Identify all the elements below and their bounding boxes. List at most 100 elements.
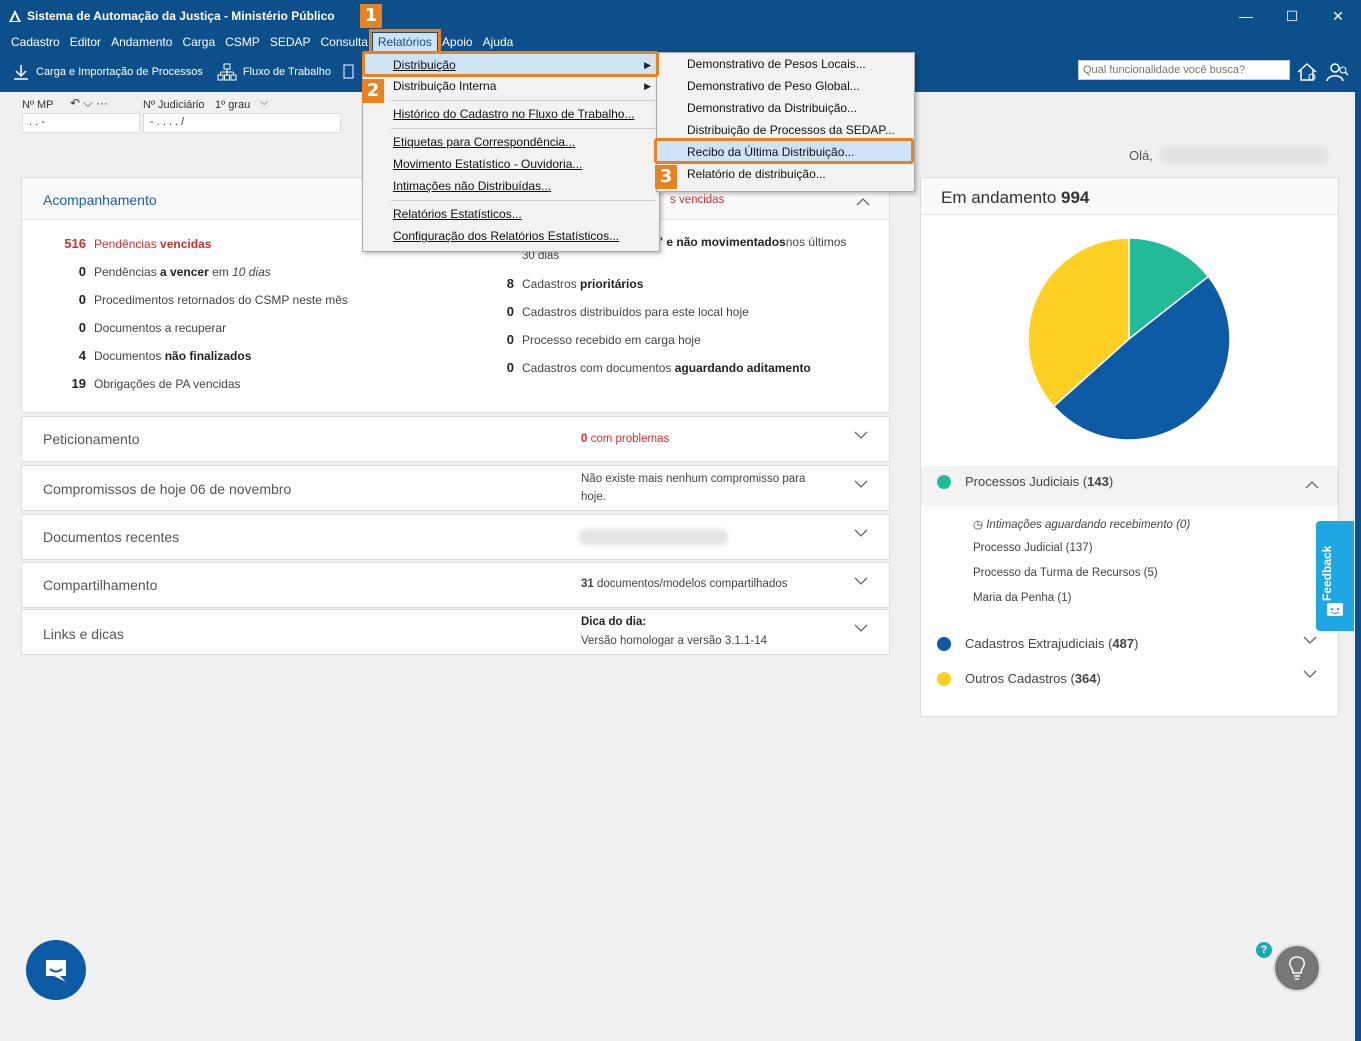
compromissos-panel[interactable]: Compromissos de hoje 06 de novembro Não … <box>21 465 890 511</box>
smiley-icon <box>1327 603 1343 616</box>
menu-etiquetas[interactable]: Etiquetas para Correspondência... <box>393 135 576 149</box>
stat-row[interactable]: 0 Cadastros distribuídos para este local … <box>500 304 749 319</box>
step-badge-3: 3 <box>655 165 677 189</box>
expand-chevron-icon[interactable] <box>854 431 868 439</box>
documentos-title: Documentos recentes <box>43 529 180 545</box>
stat-row[interactable]: 0 Procedimentos retornados do CSMP neste … <box>52 292 348 307</box>
menu-relatorios-estatisticos[interactable]: Relatórios Estatísticos... <box>393 207 522 221</box>
lightbulb-icon <box>1289 956 1305 980</box>
njud-input[interactable]: - . . . . / <box>143 113 341 133</box>
user-search-icon[interactable] <box>1325 60 1349 84</box>
stat-row[interactable]: 0 Pendências a vencer em 10 dias <box>52 264 271 279</box>
processo-judicial-item[interactable]: Processo Judicial (137) <box>973 542 1093 554</box>
nao-movimentados-row: o" e não movimentados nos últimos <box>650 235 847 249</box>
links-dicas-panel[interactable]: Links e dicas Dica do dia: Versão homolo… <box>21 609 890 655</box>
compartilhamento-panel[interactable]: Compartilhamento 31 documentos/modelos c… <box>21 562 890 608</box>
expand-chevron-icon[interactable] <box>854 624 868 632</box>
menu-recibo-ultima-distribuicao[interactable]: Recibo da Última Distribuição... <box>657 141 914 163</box>
fluxo-trabalho-label: Fluxo de Trabalho <box>242 66 331 78</box>
minimize-button[interactable]: — <box>1239 8 1253 24</box>
relatorios-dropdown: Distribuição ▶ Distribuição Interna ▶ Hist… <box>362 52 660 252</box>
stat-label: Cadastros com documentos aguardando adit… <box>522 361 811 375</box>
menu-peso-global[interactable]: Demonstrativo de Peso Global... <box>687 79 860 93</box>
stat-count: 0 <box>78 264 86 279</box>
dica-text: Versão homologar a versão 3.1.1-14 <box>581 635 768 647</box>
compromissos-title: Compromissos de hoje 06 de novembro <box>43 481 292 497</box>
expand-chevron-icon[interactable] <box>854 480 868 488</box>
menu-distribuicao[interactable]: Distribuição ▶ <box>363 54 659 76</box>
close-button[interactable]: ✕ <box>1332 7 1344 24</box>
turma-recursos-item[interactable]: Processo da Turma de Recursos (5) <box>973 567 1158 579</box>
stat-row[interactable]: 19 Obrigações de PA vencidas <box>52 376 241 391</box>
fluxo-trabalho-button[interactable]: Fluxo de Trabalho <box>217 63 331 81</box>
functionality-search-input[interactable] <box>1078 60 1290 80</box>
back-arrow-icon[interactable]: ↶ ⌵ ··· <box>70 96 108 110</box>
peticionamento-info: 0 com problemas <box>581 433 670 445</box>
menu-ajuda[interactable]: Ajuda <box>482 35 514 49</box>
legend-outros-cadastros[interactable]: Outros Cadastros (364) <box>937 671 1101 686</box>
stat-row[interactable]: 0 Processo recebido em carga hoje <box>500 332 701 347</box>
legend-label: Outros Cadastros (364) <box>965 671 1101 686</box>
stat-count: 0 <box>78 292 86 307</box>
maximize-button[interactable]: ☐ <box>1285 7 1299 24</box>
collapse-chevron-icon[interactable] <box>856 198 870 206</box>
stat-row[interactable]: 8 Cadastros prioritários <box>500 276 644 291</box>
menu-distribuicao-interna[interactable]: Distribuição Interna ▶ <box>393 79 651 93</box>
menu-movimento-estatistico[interactable]: Movimento Estatístico - Ouvidoria... <box>393 157 583 171</box>
highlight-recibo <box>654 138 914 164</box>
grau-select[interactable]: 1º grau <box>215 99 251 111</box>
menu-apoio[interactable]: Apoio <box>441 35 473 49</box>
nmp-input[interactable]: . . - <box>22 113 140 133</box>
stat-row[interactable]: 516 Pendências vencidas <box>52 236 211 251</box>
stat-label: Documentos não finalizados <box>94 349 252 363</box>
grau-chevron-icon[interactable]: ⌵ <box>260 96 269 108</box>
stat-count: 0 <box>78 320 86 335</box>
menu-andamento[interactable]: Andamento <box>111 35 173 49</box>
menu-distribuicao-sedap[interactable]: Distribuição de Processos da SEDAP... <box>687 123 895 137</box>
menu-carga[interactable]: Carga <box>182 35 216 49</box>
pie-slice-processos-judiciais[interactable] <box>1128 237 1210 341</box>
download-icon <box>14 65 28 80</box>
collapse-chevron-icon[interactable] <box>1305 481 1319 489</box>
chat-button[interactable] <box>26 940 86 1000</box>
legend-dot <box>937 671 951 686</box>
maria-penha-item[interactable]: Maria da Penha (1) <box>973 592 1072 604</box>
menu-intimacoes-nao-distribuidas[interactable]: Intimações não Distribuídas... <box>393 179 552 193</box>
expand-chevron-icon[interactable] <box>1303 636 1317 644</box>
em-andamento-title: Em andamento 994 <box>941 188 1090 207</box>
menu-relatorios[interactable]: Relatórios <box>368 29 441 55</box>
pie-slice-cadastros-extrajudiciais[interactable] <box>1052 275 1231 441</box>
legend-processos-judiciais[interactable]: Processos Judiciais (143) <box>937 474 1113 489</box>
menu-editor[interactable]: Editor <box>69 35 102 49</box>
menu-pesos-locais[interactable]: Demonstrativo de Pesos Locais... <box>687 57 866 71</box>
menu-consulta[interactable]: Consulta <box>320 35 368 49</box>
stat-row[interactable]: 0 Documentos a recuperar <box>52 320 226 335</box>
menu-configuracao-relatorios[interactable]: Configuração dos Relatórios Estatísticos… <box>393 229 620 243</box>
stat-row[interactable]: 0 Cadastros com documentos aguardando adi… <box>500 360 811 375</box>
pie-slice-outros-cadastros[interactable] <box>1027 237 1130 408</box>
peticionamento-panel[interactable]: Peticionamento 0 com problemas <box>21 416 890 462</box>
stat-row[interactable]: 4 Documentos não finalizados <box>52 348 252 363</box>
menu-relatorio-distribuicao[interactable]: Relatório de distribuição... <box>687 167 826 181</box>
step-badge-2: 2 <box>362 79 384 103</box>
documentos-panel[interactable]: Documentos recentes <box>21 514 890 560</box>
greeting: Olá, <box>1129 148 1153 163</box>
stat-count: 4 <box>78 348 86 363</box>
menu-historico-cadastro[interactable]: Histórico do Cadastro no Fluxo de Trabal… <box>393 107 635 121</box>
menu-csmp[interactable]: CSMP <box>225 35 260 49</box>
menu-demonstrativo-distribuicao[interactable]: Demonstrativo da Distribuição... <box>687 101 858 115</box>
document-icon[interactable] <box>343 63 357 81</box>
expand-chevron-icon[interactable] <box>1303 670 1317 678</box>
carga-importacao-button[interactable]: Carga e Importação de Processos <box>12 63 203 81</box>
tips-button[interactable] <box>1273 944 1321 992</box>
menu-cadastro[interactable]: Cadastro <box>11 35 60 49</box>
expand-chevron-icon[interactable] <box>854 577 868 585</box>
vencidas-link[interactable]: s vencidas <box>670 194 725 206</box>
home-icon[interactable] <box>1295 60 1319 84</box>
menu-sedap[interactable]: SEDAP <box>269 35 311 49</box>
feedback-tab[interactable]: Feedback <box>1316 521 1354 631</box>
intimacoes-aguardando-item[interactable]: ◷ Intimações aguardando recebimento (0) <box>973 519 1191 531</box>
legend-cadastros-extrajudiciais[interactable]: Cadastros Extrajudiciais (487) <box>937 636 1138 651</box>
expand-chevron-icon[interactable] <box>854 529 868 537</box>
help-icon[interactable]: ? <box>1256 942 1272 958</box>
